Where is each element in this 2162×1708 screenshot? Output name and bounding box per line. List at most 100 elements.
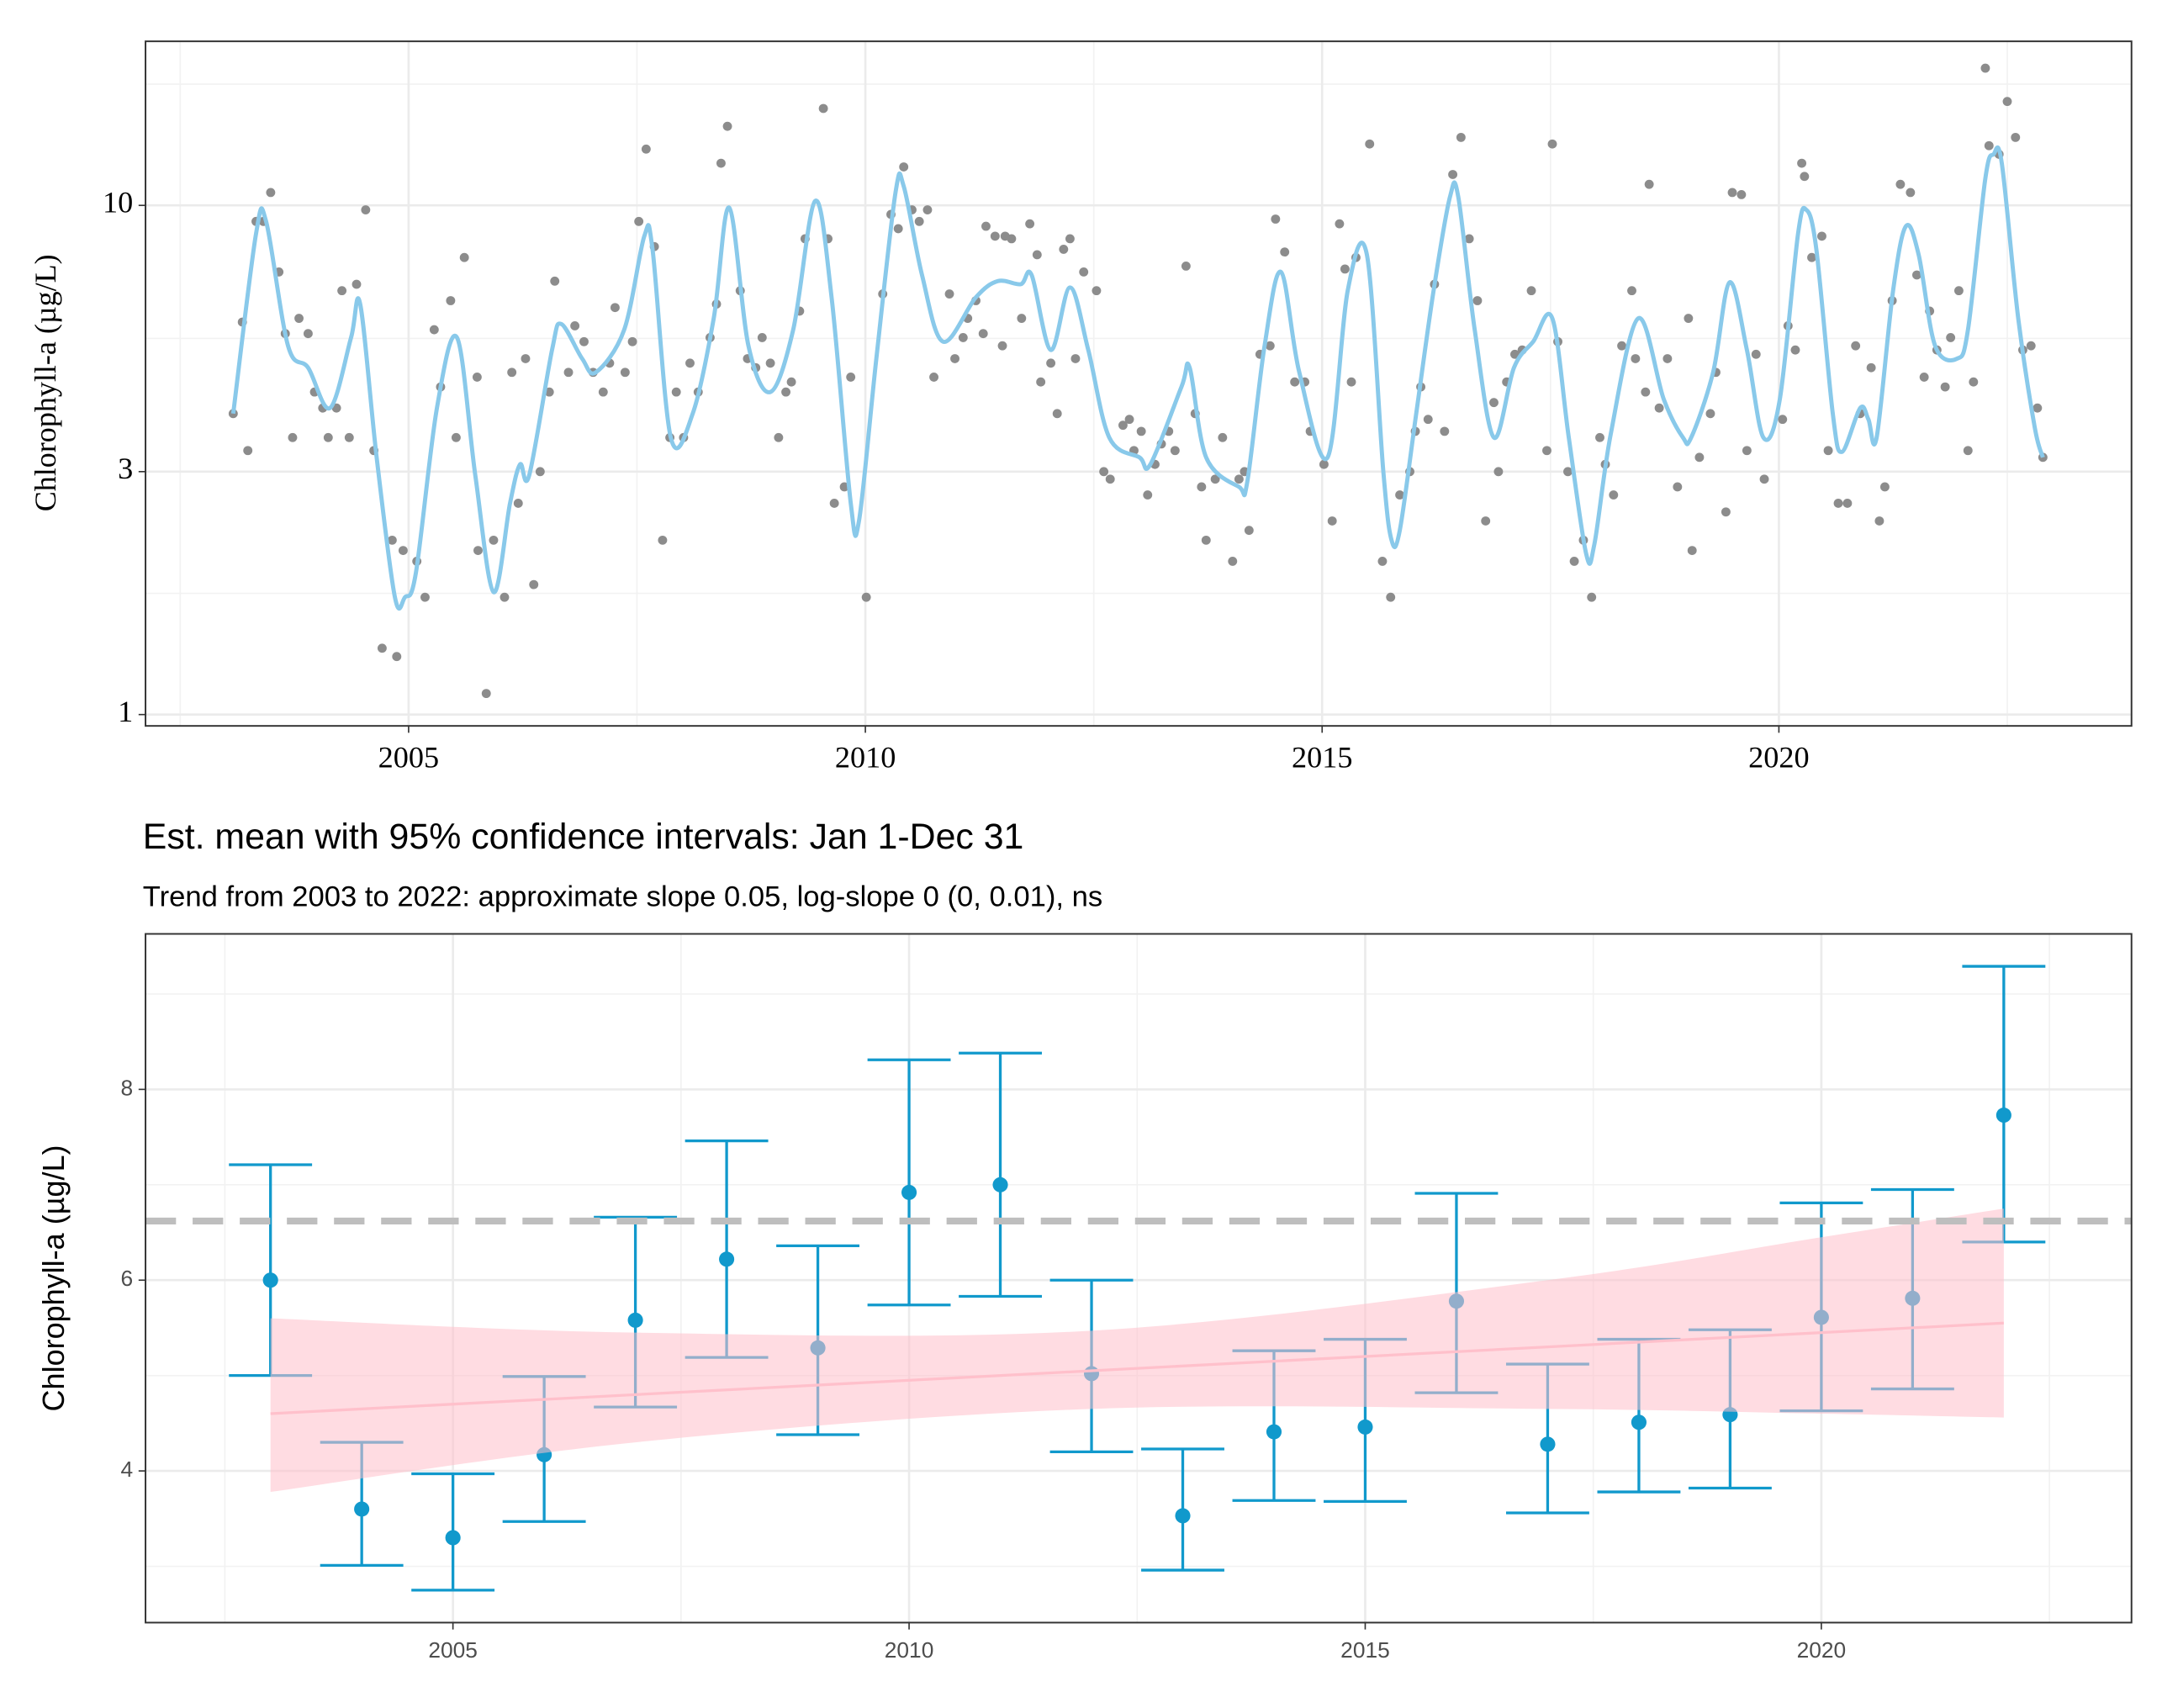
panel-border [145,40,2133,727]
data-point [893,224,903,234]
data-point [1617,341,1627,351]
data-point [1365,139,1375,149]
data-point [944,289,954,299]
mean-point [1266,1424,1282,1440]
data-point [1919,373,1929,382]
y-tick-label: 6 [121,1266,134,1291]
mean-point [627,1312,643,1328]
data-point [1940,382,1950,392]
data-point [1736,189,1747,199]
data-point [914,216,924,226]
data-point [563,368,574,378]
data-point [1181,261,1191,271]
data-point [1464,234,1474,244]
data-point [500,592,510,602]
smooth-line [230,145,2045,611]
data-point [1906,188,1916,198]
data-point [1136,426,1146,436]
data-point [420,592,430,602]
data-point [1335,219,1345,229]
data-point [1963,446,1973,456]
data-point [1025,219,1035,229]
data-point [818,103,828,114]
data-point [294,314,304,323]
data-point [627,336,637,346]
data-point [1386,592,1396,602]
data-point [344,432,354,442]
data-point [1280,247,1290,257]
data-point [1423,415,1433,425]
data-point [1218,432,1228,442]
data-point [899,162,909,172]
mean-point [992,1177,1008,1192]
data-point [658,535,668,545]
data-point [392,652,402,662]
data-point [1609,490,1619,500]
data-point [472,373,482,382]
data-point [1046,358,1056,368]
data-point [1721,507,1731,517]
confidence-ribbon [270,1208,2004,1493]
data-point [1751,349,1761,359]
data-point [1778,415,1788,425]
data-point [598,387,608,397]
mean-point [1357,1419,1373,1435]
data-point [550,276,560,286]
x-tick-label: 2015 [1340,1637,1390,1663]
mean-point [719,1251,735,1267]
data-point [303,329,313,339]
data-point [1440,426,1450,436]
data-point [398,546,408,556]
data-point [716,158,726,168]
data-point [1319,459,1329,469]
data-point [1036,377,1046,387]
data-point [765,358,775,368]
data-point [781,387,791,397]
data-point [1673,482,1683,492]
data-point [446,296,456,305]
data-point [1052,409,1062,419]
y-axis-label: Chlorophyll-a (µg/L) [29,254,62,511]
y-tick-label: 3 [118,452,133,485]
data-point [1631,354,1641,363]
data-point [1228,557,1238,566]
data-point [266,188,276,198]
data-point [1032,250,1042,260]
data-point [243,446,253,456]
data-point [1807,252,1816,262]
data-point [1244,526,1254,536]
data-point [922,205,933,214]
data-point [570,321,580,330]
data-point [1210,474,1220,484]
data-point [1694,452,1705,463]
data-point [2032,403,2043,413]
x-tick-label: 2005 [378,740,439,774]
data-point [1448,170,1458,179]
data-point [846,373,856,382]
data-point [829,499,839,508]
data-point [1797,158,1807,168]
data-point [1851,341,1861,351]
data-point [1641,387,1651,397]
trend-line [270,1321,2004,1415]
x-tick-label: 2020 [1797,1637,1847,1663]
data-point [1327,516,1337,526]
x-tick-label: 2010 [835,740,896,774]
data-point [1980,63,1990,73]
data-point [1489,398,1499,408]
data-point [1542,446,1551,456]
data-point [1124,415,1134,425]
mean-point [354,1501,370,1517]
data-point [2002,97,2012,107]
data-point [1377,557,1388,566]
data-point [981,221,991,231]
data-point [288,432,298,442]
data-point [1912,270,1921,280]
data-point [610,303,620,313]
mean-point [262,1272,278,1288]
data-point [544,387,554,397]
data-point [1105,474,1115,484]
data-point [1866,362,1876,373]
data-point [1662,354,1673,363]
